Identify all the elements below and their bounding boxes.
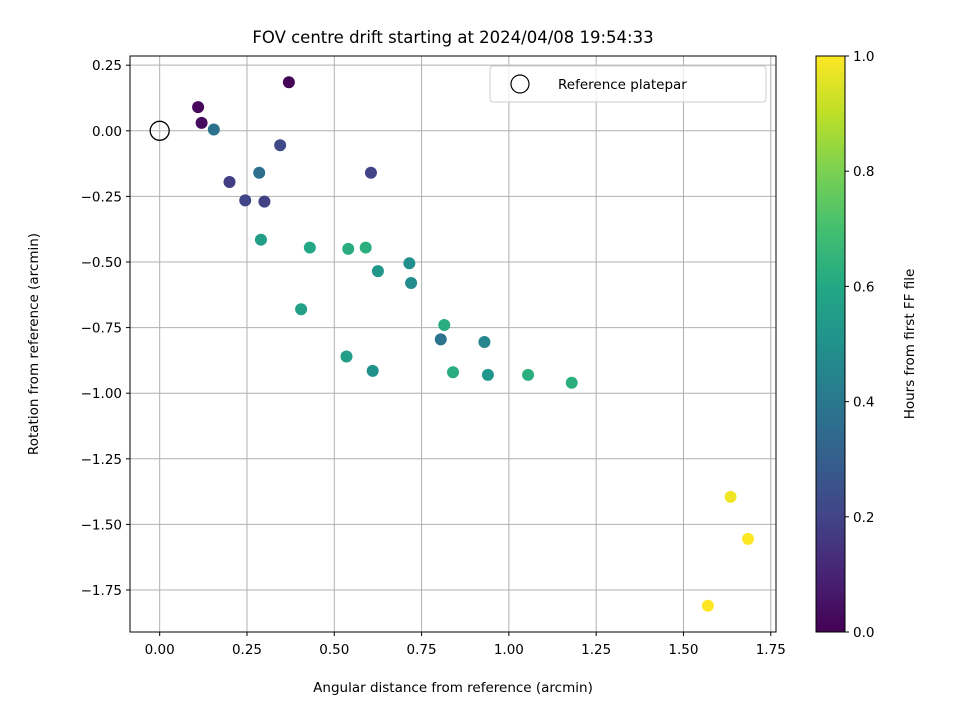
y-tick-label: −0.75 bbox=[81, 321, 122, 337]
data-point bbox=[254, 233, 267, 246]
colorbar: 0.0 0.2 0.4 0.6 0.8 1.0 Hours from first FF f… bbox=[815, 49, 918, 641]
x-tick-label: 1.50 bbox=[668, 642, 698, 658]
reference-platepar-point bbox=[149, 120, 170, 141]
data-point bbox=[522, 368, 535, 381]
colorbar-ticks: 0.0 0.2 0.4 0.6 0.8 1.0 bbox=[845, 49, 874, 641]
colorbar-tick-label: 0.6 bbox=[853, 279, 874, 295]
x-tick-label: 1.75 bbox=[756, 642, 786, 658]
y-axis-ticks: 0.25 0.00 −0.25 −0.50 −0.75 −1.00 −1.25 −1.50 −1… bbox=[81, 58, 130, 599]
colorbar-tick-label: 0.4 bbox=[853, 395, 874, 411]
x-tick-label: 0.50 bbox=[319, 642, 349, 658]
y-tick-label: −0.50 bbox=[81, 255, 122, 271]
x-axis-label: Angular distance from reference (arcmin) bbox=[313, 680, 593, 696]
data-point bbox=[371, 265, 384, 278]
x-tick-label: 0.00 bbox=[145, 642, 175, 658]
x-tick-label: 0.75 bbox=[407, 642, 437, 658]
y-tick-label: 0.00 bbox=[92, 124, 122, 140]
data-point bbox=[565, 376, 578, 389]
data-point bbox=[481, 368, 494, 381]
data-point bbox=[438, 318, 451, 331]
colorbar-gradient bbox=[815, 55, 846, 633]
x-axis-ticks: 0.00 0.25 0.50 0.75 1.00 1.25 1.50 1.75 bbox=[145, 632, 786, 658]
data-point bbox=[207, 123, 220, 136]
data-point bbox=[223, 175, 236, 188]
data-point bbox=[258, 195, 271, 208]
data-point bbox=[282, 76, 295, 89]
y-tick-label: −1.00 bbox=[81, 386, 122, 402]
data-point bbox=[340, 350, 353, 363]
y-tick-label: 0.25 bbox=[92, 58, 122, 74]
y-tick-label: −1.75 bbox=[81, 583, 122, 599]
chart-title: FOV centre drift starting at 2024/04/08 … bbox=[252, 28, 653, 47]
reference-marker bbox=[149, 120, 170, 141]
x-tick-label: 1.00 bbox=[494, 642, 524, 658]
colorbar-tick-label: 0.8 bbox=[853, 164, 874, 180]
data-point bbox=[295, 303, 308, 316]
legend-marker-circle bbox=[510, 74, 530, 94]
plot-frame bbox=[129, 55, 777, 633]
data-point bbox=[701, 599, 714, 612]
data-point bbox=[405, 276, 418, 289]
data-point bbox=[253, 166, 266, 179]
data-point bbox=[366, 364, 379, 377]
y-tick-label: −0.25 bbox=[81, 189, 122, 205]
data-point bbox=[403, 257, 416, 270]
data-point bbox=[364, 166, 377, 179]
data-point bbox=[724, 490, 737, 503]
x-tick-label: 1.25 bbox=[581, 642, 611, 658]
x-tick-label: 0.25 bbox=[232, 642, 262, 658]
y-axis-label: Rotation from reference (arcmin) bbox=[26, 233, 42, 455]
colorbar-tick-label: 0.2 bbox=[853, 510, 874, 526]
data-point bbox=[447, 366, 459, 379]
colorbar-tick-label: 0.0 bbox=[853, 625, 874, 641]
data-point bbox=[195, 116, 208, 129]
data-point bbox=[359, 241, 372, 254]
y-tick-label: −1.25 bbox=[81, 452, 122, 468]
data-point bbox=[434, 333, 447, 346]
legend-entry-reference-platepar: Reference platepar bbox=[558, 77, 687, 93]
data-point bbox=[742, 532, 755, 545]
legend-box bbox=[489, 65, 767, 103]
data-point bbox=[239, 194, 252, 207]
grid bbox=[130, 56, 776, 632]
data-point bbox=[303, 241, 316, 254]
data-point bbox=[478, 336, 491, 349]
data-point bbox=[342, 242, 355, 255]
legend: Reference platepar bbox=[489, 65, 767, 103]
colorbar-tick-label: 1.0 bbox=[853, 49, 874, 65]
colorbar-label: Hours from first FF file bbox=[902, 269, 918, 420]
data-point bbox=[274, 139, 287, 152]
data-points bbox=[192, 76, 755, 612]
data-point bbox=[192, 101, 205, 114]
y-tick-label: −1.50 bbox=[81, 517, 122, 533]
